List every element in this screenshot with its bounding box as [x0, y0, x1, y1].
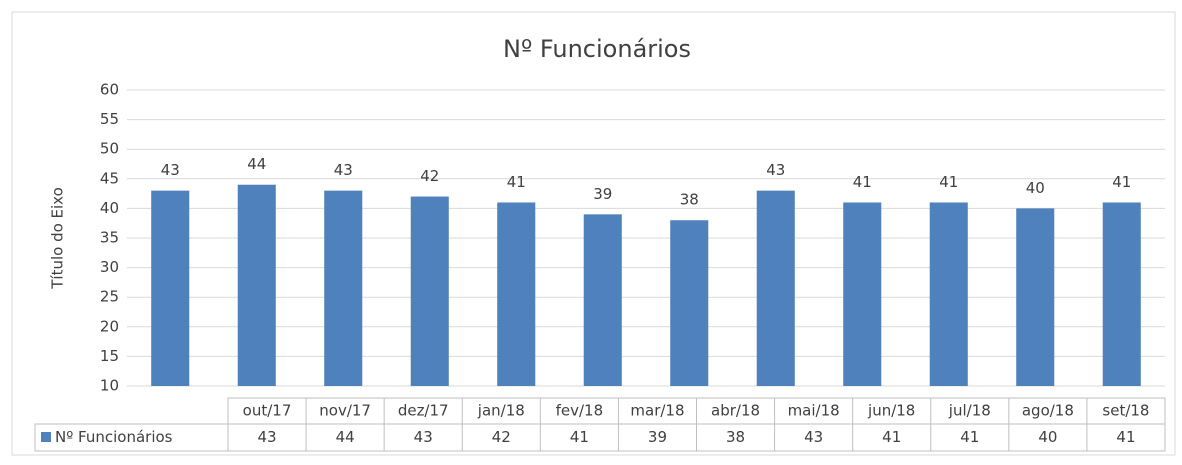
- table-value: 42: [492, 428, 511, 446]
- bar: [670, 220, 709, 386]
- data-label: 43: [766, 161, 785, 179]
- bar: [756, 190, 795, 386]
- y-tick-label: 35: [100, 229, 119, 247]
- y-tick-label: 10: [100, 377, 119, 395]
- bar: [410, 196, 449, 386]
- y-tick-label: 15: [100, 347, 119, 365]
- table-value: 39: [648, 428, 667, 446]
- bar: [1102, 202, 1141, 386]
- y-tick-label: 50: [100, 140, 119, 158]
- table-category: set/18: [1102, 402, 1149, 420]
- table-value: 41: [882, 428, 901, 446]
- bar: [151, 190, 190, 386]
- data-label: 41: [507, 173, 526, 191]
- data-label: 41: [939, 173, 958, 191]
- data-label: 41: [853, 173, 872, 191]
- table-category: jul/18: [948, 402, 991, 420]
- y-tick-label: 40: [100, 199, 119, 217]
- legend-label: Nº Funcionários: [55, 428, 173, 446]
- bar: [929, 202, 968, 386]
- bar: [843, 202, 882, 386]
- data-label: 39: [593, 185, 612, 203]
- table-value: 44: [336, 428, 355, 446]
- table-value: 43: [257, 428, 276, 446]
- table-value: 43: [414, 428, 433, 446]
- table-value: 41: [960, 428, 979, 446]
- y-tick-label: 20: [100, 317, 119, 335]
- table-category: ago/18: [1022, 402, 1074, 420]
- table-value: 41: [570, 428, 589, 446]
- table-category: nov/17: [319, 402, 371, 420]
- table-value: 43: [804, 428, 823, 446]
- data-label: 42: [420, 167, 439, 185]
- table-category: fev/18: [556, 402, 604, 420]
- table-category: out/17: [243, 402, 292, 420]
- table-category: abr/18: [711, 402, 760, 420]
- table-category: mar/18: [630, 402, 684, 420]
- y-tick-label: 25: [100, 288, 119, 306]
- bar: [237, 184, 276, 386]
- y-tick-label: 45: [100, 169, 119, 187]
- bar: [583, 214, 622, 386]
- legend-swatch: [41, 432, 51, 442]
- table-category: dez/17: [398, 402, 449, 420]
- table-value: 41: [1116, 428, 1135, 446]
- y-tick-label: 60: [100, 81, 119, 99]
- y-tick-label: 55: [100, 110, 119, 128]
- data-label: 41: [1112, 173, 1131, 191]
- table-value: 40: [1038, 428, 1057, 446]
- bar: [1016, 208, 1055, 386]
- data-label: 40: [1026, 179, 1045, 197]
- data-label: 43: [334, 161, 353, 179]
- chart-title: Nº Funcionários: [503, 35, 691, 63]
- bar: [497, 202, 536, 386]
- y-axis-label: Título do Eixo: [49, 187, 67, 290]
- data-label: 38: [680, 191, 699, 209]
- table-category: jan/18: [477, 402, 525, 420]
- table-value: 38: [726, 428, 745, 446]
- table-cell: [34, 423, 1166, 452]
- data-label: 43: [161, 161, 180, 179]
- table-category: mai/18: [788, 402, 840, 420]
- bar: [324, 190, 363, 386]
- table-category: jun/18: [867, 402, 915, 420]
- y-tick-label: 30: [100, 258, 119, 276]
- data-label: 44: [247, 155, 266, 173]
